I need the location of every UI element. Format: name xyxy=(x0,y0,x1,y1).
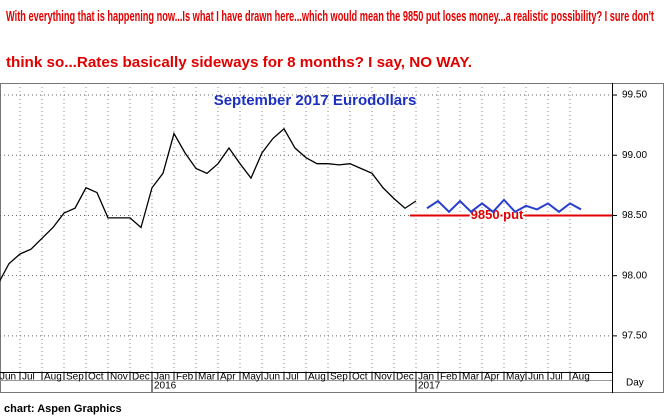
x-tick-label: Oct xyxy=(88,372,104,383)
x-tick-label: Mar xyxy=(198,372,216,383)
x-tick-label: May xyxy=(242,372,261,383)
y-tick-label: 98.00 xyxy=(622,270,647,281)
y-tick-label: 97.50 xyxy=(622,331,647,342)
x-tick-label: Dec xyxy=(396,372,414,383)
x-tick-label: Aug xyxy=(572,372,590,383)
reference-label: 9850 put xyxy=(471,207,524,222)
x-tick-label: Nov xyxy=(374,372,392,383)
x-tick-label: Mar xyxy=(462,372,480,383)
x-tick-label: Nov xyxy=(110,372,128,383)
year-label: 2017 xyxy=(418,381,441,392)
header-line: think so...Rates basically sideways for … xyxy=(6,54,472,71)
x-tick-label: Sep xyxy=(330,372,348,383)
y-tick-label: 99.00 xyxy=(622,150,647,161)
y-tick-label: 99.50 xyxy=(622,90,647,101)
x-tick-label: May xyxy=(506,372,525,383)
x-tick-label: Jan xyxy=(154,372,170,383)
x-tick-label: Feb xyxy=(176,372,194,383)
year-label: 2016 xyxy=(154,381,177,392)
price-line xyxy=(0,127,417,282)
source-note: chart: Aspen Graphics xyxy=(4,403,122,415)
price-line xyxy=(426,198,582,214)
y-tick-label: 98.50 xyxy=(622,210,647,221)
x-tick-label: Jul xyxy=(286,372,299,383)
x-tick-label: Aug xyxy=(308,372,326,383)
chart-title: September 2017 Eurodollars xyxy=(214,92,417,109)
x-tick-label: Jan xyxy=(418,372,434,383)
x-tick-label: Feb xyxy=(440,372,458,383)
x-axis-label: Day xyxy=(626,378,644,389)
x-tick-label: Apr xyxy=(220,372,236,383)
x-tick-label: Jun xyxy=(528,372,544,383)
header-line: With everything that is happening now...… xyxy=(6,8,654,25)
x-tick-label: Apr xyxy=(484,372,500,383)
x-tick-label: Jun xyxy=(0,372,16,383)
x-tick-label: Dec xyxy=(132,372,150,383)
x-tick-label: Jul xyxy=(22,372,35,383)
x-tick-label: Sep xyxy=(66,372,84,383)
x-tick-label: Oct xyxy=(352,372,368,383)
x-tick-label: Jul xyxy=(550,372,563,383)
x-tick-label: Aug xyxy=(44,372,62,383)
x-tick-label: Jun xyxy=(264,372,280,383)
